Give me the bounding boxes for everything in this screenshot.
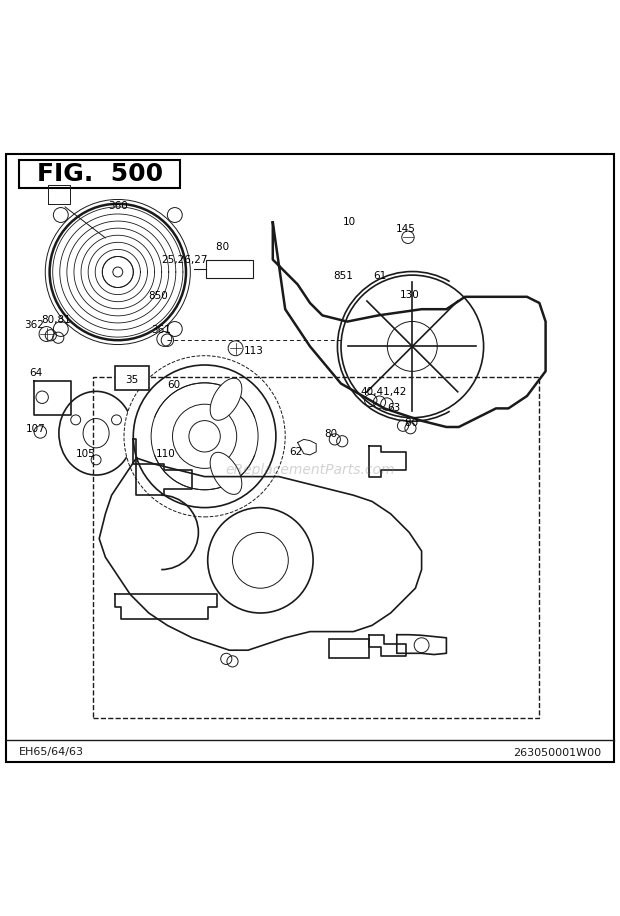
Text: 10: 10 — [342, 217, 356, 227]
Text: 113: 113 — [244, 346, 264, 356]
Text: eReplacementParts.com: eReplacementParts.com — [225, 463, 395, 477]
Text: 107: 107 — [25, 424, 45, 434]
Text: 62: 62 — [290, 447, 303, 457]
FancyBboxPatch shape — [115, 366, 149, 390]
Text: 80: 80 — [405, 418, 421, 428]
Text: 80: 80 — [216, 242, 236, 252]
Text: 40,41,42: 40,41,42 — [360, 387, 406, 397]
Text: 80: 80 — [324, 430, 337, 440]
Text: 60: 60 — [167, 380, 180, 390]
Text: 35: 35 — [125, 375, 138, 385]
Text: 360: 360 — [108, 201, 128, 211]
Text: 850: 850 — [148, 290, 168, 300]
Text: 110: 110 — [156, 449, 176, 459]
Text: EH65/64/63: EH65/64/63 — [19, 747, 84, 758]
Text: 361: 361 — [151, 325, 171, 335]
Text: 105: 105 — [76, 449, 95, 459]
Ellipse shape — [210, 378, 242, 420]
Ellipse shape — [83, 419, 109, 448]
Text: 80,81: 80,81 — [41, 315, 71, 325]
Ellipse shape — [210, 453, 242, 495]
Text: 61: 61 — [373, 271, 386, 281]
FancyBboxPatch shape — [329, 639, 369, 658]
Text: FIG.  500: FIG. 500 — [37, 162, 163, 186]
Text: 851: 851 — [333, 271, 353, 281]
Text: 25,26,27: 25,26,27 — [161, 255, 208, 265]
Text: 362: 362 — [24, 321, 44, 331]
Text: 64: 64 — [29, 368, 43, 378]
Text: 145: 145 — [396, 224, 416, 234]
Text: 263050001W00: 263050001W00 — [513, 747, 601, 758]
FancyBboxPatch shape — [19, 160, 180, 189]
Ellipse shape — [59, 391, 133, 475]
Text: 130: 130 — [399, 290, 419, 300]
Text: 63: 63 — [388, 403, 401, 413]
Circle shape — [124, 355, 285, 517]
FancyBboxPatch shape — [206, 260, 253, 278]
